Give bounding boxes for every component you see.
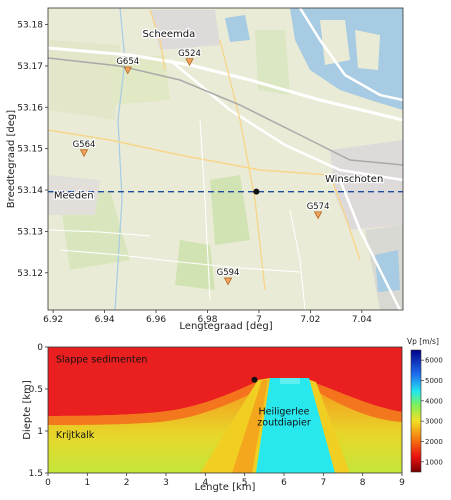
annotation-salt-dome-line1: Heiligerlee bbox=[258, 407, 309, 418]
triangle-marker bbox=[185, 58, 194, 67]
station-label: G574 bbox=[307, 202, 330, 212]
section-ytick-label: 1.5 bbox=[29, 469, 43, 479]
colorbar-tick-label: 6000 bbox=[425, 357, 443, 365]
map-xtick-label: 6.94 bbox=[95, 315, 115, 325]
section-ytick-label: 0.5 bbox=[29, 385, 43, 395]
water-pond bbox=[375, 250, 400, 292]
station-marker: G524 bbox=[177, 48, 202, 67]
map-panel: Scheemda Winschoten Meeden G654 G524 G564 G574… bbox=[6, 7, 404, 332]
salt-cap bbox=[280, 378, 300, 384]
map-xtick-label: 7.02 bbox=[300, 315, 320, 325]
section-xtick-label: 7 bbox=[320, 478, 326, 488]
section-xlabel: Lengte [km] bbox=[195, 482, 256, 493]
colorbar-tick-label: 1000 bbox=[425, 458, 443, 466]
map-xtick-label: 7 bbox=[256, 315, 262, 325]
place-label: Scheemda bbox=[143, 29, 196, 40]
map-xtick-label: 6.96 bbox=[146, 315, 166, 325]
major-road bbox=[169, 59, 403, 182]
section-xtick-label: 1 bbox=[84, 478, 90, 488]
colorbar: Vp [m/s] 1000 2000 3000 4000 5000 6000 bbox=[407, 337, 443, 473]
section-ytick-label: 0 bbox=[37, 343, 43, 353]
section-frame bbox=[47, 346, 403, 474]
major-road bbox=[338, 179, 402, 310]
station-marker: G654 bbox=[115, 56, 140, 75]
section-xtick-label: 6 bbox=[281, 478, 287, 488]
station-label: G524 bbox=[178, 49, 201, 59]
section-xtick-label: 5 bbox=[242, 478, 248, 488]
water-pond bbox=[225, 15, 250, 42]
section-ylabel: Diepte [km] bbox=[22, 380, 33, 440]
field-patch bbox=[175, 240, 215, 290]
minor-road bbox=[199, 119, 211, 301]
map-ylabel: Breedtegraad [deg] bbox=[6, 110, 17, 208]
secondary-road bbox=[48, 129, 331, 176]
place-label: Meeden bbox=[54, 190, 94, 201]
minor-road bbox=[48, 229, 151, 237]
map-xtick-label: 6.92 bbox=[43, 315, 63, 325]
triangle-marker bbox=[313, 211, 323, 220]
scheemda-urban bbox=[150, 10, 220, 50]
soft-sediments-layer bbox=[48, 347, 402, 416]
salt-diapir bbox=[256, 378, 335, 473]
island bbox=[320, 20, 350, 65]
colorbar-tick-label: 4000 bbox=[425, 397, 443, 405]
secondary-road bbox=[329, 174, 361, 261]
station-label: G564 bbox=[73, 140, 96, 150]
map-ytick-label: 53.17 bbox=[17, 62, 43, 72]
canal bbox=[114, 8, 126, 310]
major-road bbox=[298, 8, 403, 102]
velocity-section-panel: 0 1 2 3 4 5 6 7 8 9 0 0.5 1 1.5 Slappe sedimenten Kri… bbox=[22, 343, 405, 493]
secondary-road bbox=[149, 9, 166, 71]
section-xtick-label: 9 bbox=[399, 478, 405, 488]
winschoten-urban bbox=[330, 140, 403, 230]
section-xtick-label: 2 bbox=[124, 478, 130, 488]
map-xlabel: Lengtegraad [deg] bbox=[179, 321, 272, 332]
triangle-marker bbox=[223, 277, 233, 286]
map-ytick-label: 53.13 bbox=[17, 227, 43, 237]
map-xtick-label: 6.98 bbox=[197, 315, 217, 325]
map-background: Scheemda Winschoten Meeden G654 G524 G564 G574… bbox=[48, 8, 403, 310]
colorbar-label: Vp [m/s] bbox=[407, 337, 439, 346]
source-point-map bbox=[253, 188, 260, 195]
station-marker: G594 bbox=[216, 267, 240, 286]
section-xtick-label: 4 bbox=[202, 478, 208, 488]
station-marker: G564 bbox=[72, 139, 96, 158]
railway bbox=[48, 57, 403, 166]
colorbar-tick-label: 5000 bbox=[425, 377, 443, 385]
map-ytick-label: 53.16 bbox=[17, 103, 43, 113]
field-patch bbox=[210, 175, 250, 245]
colorbar-gradient bbox=[410, 349, 422, 473]
map-frame bbox=[47, 7, 404, 311]
map-ytick-label: 53.18 bbox=[17, 21, 43, 31]
salt-flank-edge bbox=[232, 380, 268, 473]
field-patch bbox=[255, 30, 290, 95]
annotation-soft-sediments: Slappe sedimenten bbox=[56, 355, 148, 366]
major-road bbox=[48, 46, 403, 122]
triangle-marker bbox=[123, 66, 132, 75]
meeden-urban bbox=[48, 175, 100, 215]
station-label: G594 bbox=[217, 268, 240, 278]
section-xtick-label: 0 bbox=[45, 478, 51, 488]
section-xtick-label: 8 bbox=[360, 478, 366, 488]
station-label: G654 bbox=[116, 57, 139, 67]
source-point-section bbox=[251, 376, 258, 383]
annotation-salt-dome-line2: zoutdiapier bbox=[257, 418, 311, 429]
colorbar-tick-label: 3000 bbox=[425, 418, 443, 426]
place-label: Winschoten bbox=[325, 174, 383, 185]
island bbox=[355, 30, 380, 70]
annotation-chalk: Krijtkalk bbox=[56, 430, 95, 441]
map-ytick-label: 53.14 bbox=[17, 186, 43, 196]
colorbar-tick-label: 2000 bbox=[425, 438, 443, 446]
triangle-marker bbox=[79, 149, 89, 158]
map-xtick-label: 7.04 bbox=[352, 315, 372, 325]
minor-road bbox=[289, 209, 306, 310]
station-marker: G574 bbox=[306, 201, 331, 220]
section-ytick-label: 1 bbox=[37, 427, 43, 437]
map-ytick-label: 53.15 bbox=[17, 145, 43, 155]
section-xtick-label: 3 bbox=[163, 478, 169, 488]
secondary-road bbox=[219, 39, 266, 291]
map-ytick-label: 53.12 bbox=[17, 269, 43, 279]
minor-road bbox=[59, 249, 301, 273]
